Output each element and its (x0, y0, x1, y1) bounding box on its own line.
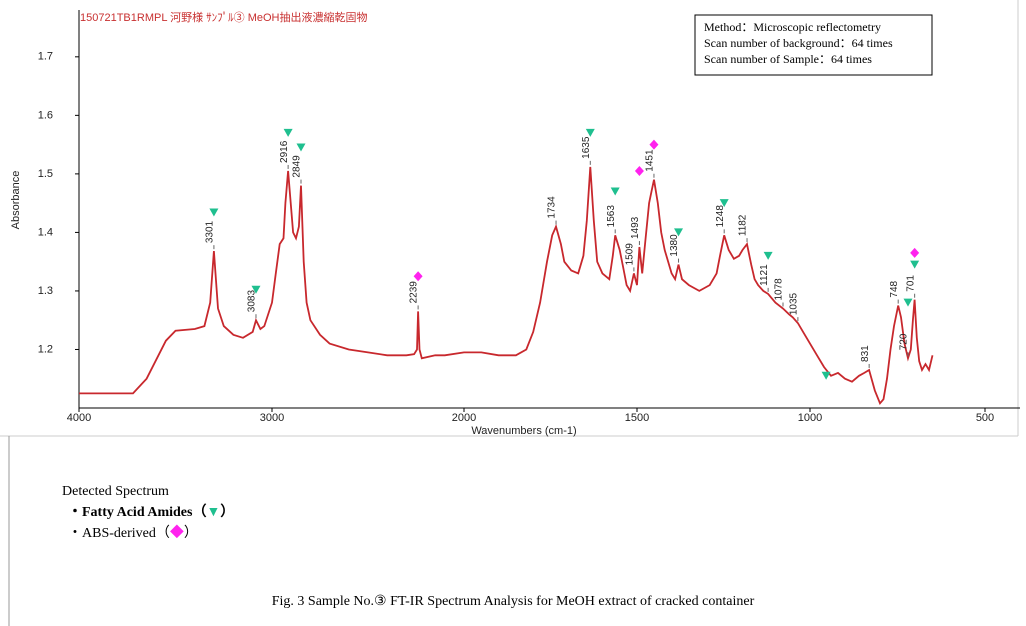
notes-heading: Detected Spectrum (62, 484, 169, 499)
info-line: Scan number of Sample：64 times (704, 52, 872, 66)
info-line: Scan number of background：64 times (704, 36, 893, 50)
amide-marker (910, 260, 920, 269)
x-axis-label: Wavenumbers (cm-1) (471, 425, 576, 437)
peak-label: 1635 (581, 136, 592, 159)
amide-marker (719, 199, 729, 208)
x-tick-label: 1500 (625, 412, 649, 424)
peak-label: 3301 (205, 220, 216, 243)
abs-marker (634, 165, 644, 176)
peak-label: 1563 (606, 205, 617, 228)
note-label: ・ABS-derived（ (68, 525, 170, 541)
amide-marker (674, 228, 684, 237)
note-item: ・Fatty Acid Amides（▼） (68, 504, 234, 520)
peak-label: 1248 (715, 205, 726, 228)
peak-label: 2239 (409, 281, 420, 304)
y-axis-label: Absorbance (10, 171, 22, 230)
x-tick-label: 3000 (260, 412, 284, 424)
x-tick-label: 1000 (798, 412, 822, 424)
peak-label: 831 (860, 345, 871, 362)
abs-marker (413, 271, 423, 282)
spectrum-line (79, 166, 934, 406)
amide-marker (903, 298, 913, 307)
abs-marker (910, 247, 920, 258)
note-label: ・Fatty Acid Amides（ (68, 504, 206, 520)
peak-label: 3083 (247, 290, 258, 313)
peak-label: 748 (889, 280, 900, 297)
y-tick-label: 1.2 (38, 343, 53, 355)
y-tick-label: 1.3 (38, 285, 53, 297)
info-line: Method：Microscopic reflectometry (704, 20, 881, 34)
peak-label: 1734 (547, 196, 558, 219)
x-tick-label: 500 (976, 412, 994, 424)
peak-label: 1035 (789, 292, 800, 315)
note-end: ） (220, 504, 234, 520)
note-symbol: ▼ (206, 505, 220, 520)
y-tick-label: 1.7 (38, 51, 53, 63)
amide-marker (821, 371, 831, 380)
abs-marker (649, 139, 659, 150)
y-tick-label: 1.6 (38, 109, 53, 121)
peak-label: 1493 (630, 216, 641, 239)
peak-label: 701 (905, 275, 916, 292)
note-symbol: ◆ (170, 525, 184, 541)
peak-label: 1182 (738, 214, 749, 236)
peak-label: 1451 (645, 149, 656, 172)
caption: Fig. 3 Sample No.③ FT-IR Spectrum Analys… (272, 594, 755, 609)
note-item: ・ABS-derived（◆） (68, 525, 198, 541)
x-tick-label: 4000 (67, 412, 91, 424)
x-tick-label: 2000 (452, 412, 476, 424)
amide-marker (209, 208, 219, 217)
amide-marker (251, 285, 261, 294)
peak-label: 1121 (759, 264, 770, 286)
amide-marker (283, 128, 293, 137)
note-end: ） (184, 525, 198, 541)
y-tick-label: 1.4 (38, 226, 53, 238)
peak-label: 1380 (669, 234, 680, 257)
amide-marker (610, 187, 620, 196)
y-tick-label: 1.5 (38, 168, 53, 180)
chart-title: 150721TB1RMPL 河野様 ｻﾝﾌﾟﾙ③ MeOH抽出液濃縮乾固物 (80, 10, 367, 24)
peak-label: 1078 (774, 278, 785, 301)
peak-label: 2916 (279, 140, 290, 163)
info-box (694, 14, 933, 76)
amide-marker (296, 143, 306, 152)
peak-label: 2849 (292, 155, 303, 178)
peak-label: 720 (899, 333, 910, 350)
amide-marker (763, 251, 773, 260)
amide-marker (585, 128, 595, 137)
peak-label: 1509 (625, 243, 636, 266)
